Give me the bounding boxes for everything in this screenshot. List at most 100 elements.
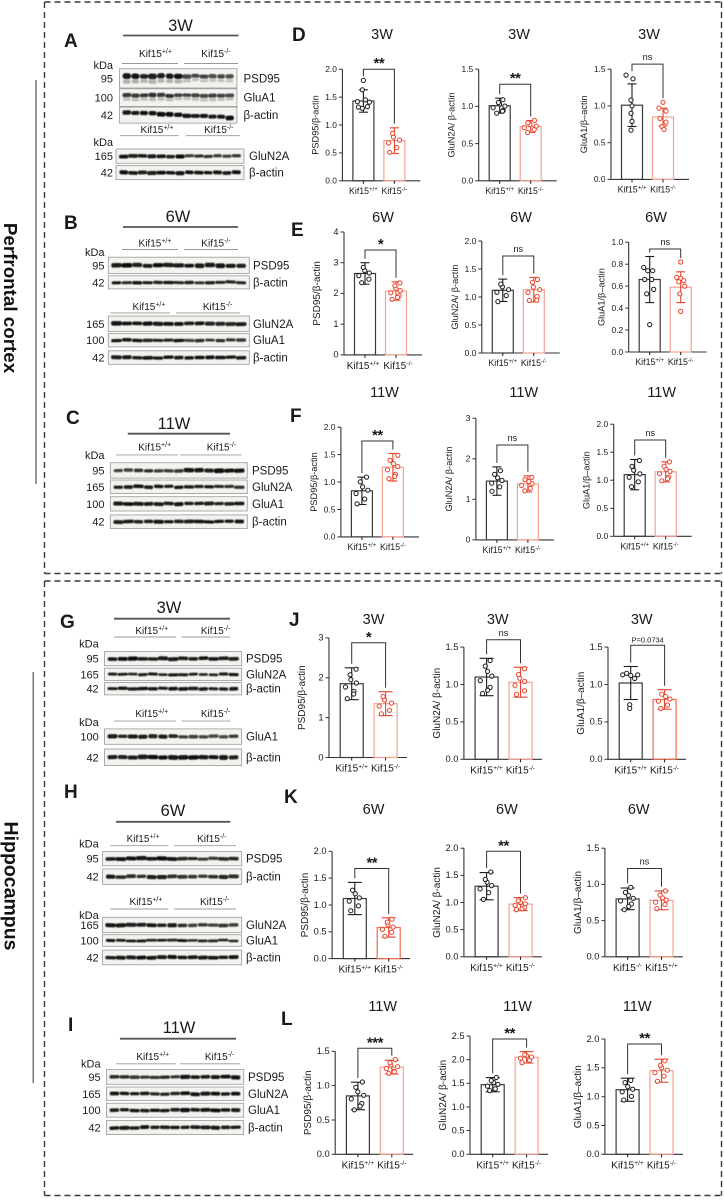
svg-text:PSD95: PSD95 [244,73,280,85]
svg-text:1.0: 1.0 [612,237,624,247]
svg-text:Kif15+/+: Kif15+/+ [635,357,664,367]
svg-text:GluN2A: GluN2A [246,920,287,932]
svg-text:42: 42 [86,872,98,884]
svg-text:Kif15-/-: Kif15-/- [197,834,227,846]
svg-text:42: 42 [86,752,98,764]
svg-text:Kif15-/-: Kif15-/- [613,963,642,974]
svg-text:1.5: 1.5 [590,642,603,652]
svg-text:**: ** [366,855,377,872]
svg-text:6W: 6W [645,210,667,226]
svg-text:β-actin: β-actin [248,1123,283,1135]
svg-text:0.0: 0.0 [594,174,606,184]
svg-text:42: 42 [86,684,98,696]
svg-text:Kif15+/+: Kif15+/+ [138,442,171,454]
svg-text:GluA1: GluA1 [246,936,278,948]
svg-text:0.0: 0.0 [452,1149,465,1159]
svg-text:3W: 3W [363,612,385,628]
svg-text:β-actin: β-actin [253,277,288,289]
svg-text:I: I [68,1015,73,1036]
svg-text:Kif15+/+: Kif15+/+ [488,358,517,368]
svg-text:42: 42 [92,517,104,529]
svg-text:J: J [289,610,300,631]
svg-text:Kif15-/-: Kif15-/- [204,125,234,137]
svg-text:6W: 6W [161,802,186,820]
svg-text:0.5: 0.5 [465,320,477,330]
svg-text:PSD95/β-actin: PSD95/β-actin [312,261,323,326]
svg-text:Kif15-/-: Kif15-/- [383,361,412,372]
svg-text:0.0: 0.0 [612,347,624,357]
svg-text:Kif15+/+: Kif15+/+ [342,1160,375,1171]
svg-text:Kif15-/-: Kif15-/- [374,964,403,975]
svg-text:P=0.0734: P=0.0734 [632,635,664,644]
svg-text:β-actin: β-actin [246,684,281,696]
svg-text:kDa: kDa [79,717,99,729]
svg-text:Kif15+/+: Kif15+/+ [139,49,172,61]
svg-text:11W: 11W [503,999,532,1015]
svg-text:1.0: 1.0 [445,897,458,907]
svg-text:6W: 6W [628,802,650,818]
svg-text:165: 165 [86,482,104,494]
svg-text:0.5: 0.5 [317,1115,330,1125]
svg-text:*: * [366,629,372,646]
svg-text:100: 100 [82,1105,100,1117]
svg-text:Kif15-/-: Kif15-/- [201,626,231,638]
svg-text:0.0: 0.0 [325,176,337,186]
svg-text:Kif15+/+: Kif15+/+ [611,1160,644,1171]
svg-text:Kif15+/+: Kif15+/+ [139,238,172,250]
svg-text:1.0: 1.0 [465,292,477,302]
svg-text:3W: 3W [168,17,193,35]
svg-text:Kif15+/+: Kif15+/+ [141,125,174,137]
svg-text:95: 95 [92,260,104,272]
svg-text:95: 95 [86,654,98,666]
svg-text:1.0: 1.0 [586,879,599,889]
svg-text:GluA1/β–actin: GluA1/β–actin [579,95,589,153]
svg-text:GluN2A: GluN2A [253,319,294,331]
svg-text:1.5: 1.5 [314,873,327,883]
svg-text:Kif15+/+: Kif15+/+ [620,541,649,551]
svg-text:3: 3 [333,258,338,268]
svg-text:Kif15+/+: Kif15+/+ [485,186,514,196]
svg-text:4: 4 [333,227,338,237]
svg-text:0.0: 0.0 [445,952,458,962]
svg-text:***: *** [367,1034,384,1051]
svg-text:95: 95 [86,854,98,866]
svg-text:PSD95: PSD95 [246,854,282,866]
svg-text:165: 165 [86,319,104,331]
svg-text:1.5: 1.5 [462,64,474,74]
svg-text:GluA1: GluA1 [248,1105,280,1117]
svg-text:0.5: 0.5 [462,138,474,148]
svg-text:ns: ns [640,857,650,867]
svg-text:1.0: 1.0 [590,679,603,689]
svg-text:0.5: 0.5 [314,927,327,937]
svg-text:Kif15+/+: Kif15+/+ [127,834,160,846]
svg-text:1.5: 1.5 [445,642,458,652]
svg-text:1.0: 1.0 [314,900,327,910]
svg-text:L: L [281,1009,293,1030]
svg-text:0.0: 0.0 [597,531,609,541]
svg-text:GluN2A: GluN2A [249,151,290,163]
svg-text:ns: ns [508,433,518,443]
svg-text:kDa: kDa [85,450,105,462]
svg-text:42: 42 [88,1123,100,1135]
svg-text:β-actin: β-actin [246,752,281,764]
svg-text:ns: ns [645,428,655,438]
svg-text:1: 1 [318,712,323,722]
svg-text:6W: 6W [166,208,191,226]
svg-text:D: D [292,25,306,46]
svg-text:165: 165 [80,920,98,932]
svg-text:**: ** [372,427,383,444]
svg-text:1.0: 1.0 [445,679,458,689]
svg-text:Kif15+/+: Kif15+/+ [347,361,380,372]
svg-text:Kif15+/+: Kif15+/+ [470,963,503,974]
svg-text:G: G [60,612,75,633]
svg-text:0.0: 0.0 [465,348,477,358]
svg-text:165: 165 [82,1089,100,1101]
svg-text:0.8: 0.8 [612,259,624,269]
svg-text:6W: 6W [363,802,385,818]
svg-text:2.0: 2.0 [325,64,337,74]
svg-text:GluA1/β–actin: GluA1/β–actin [573,1065,584,1128]
svg-text:PSD95/β-actin: PSD95/β-actin [300,873,311,938]
svg-text:GluA1: GluA1 [246,732,278,744]
svg-text:3W: 3W [631,612,653,628]
svg-text:11W: 11W [509,385,538,401]
